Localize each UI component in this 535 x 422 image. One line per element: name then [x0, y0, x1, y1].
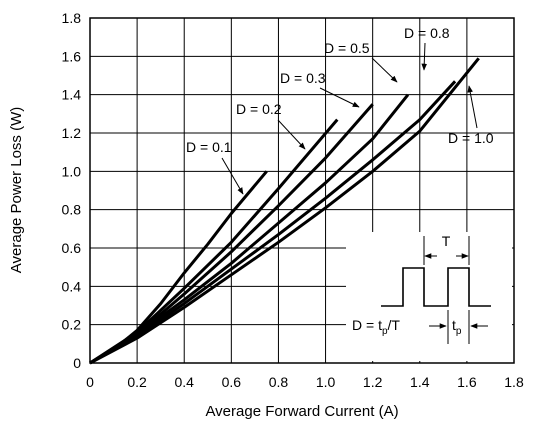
- inset-background: [346, 232, 512, 361]
- y-tick-label-1: 0.2: [62, 317, 82, 333]
- x-tick-label-0: 0: [86, 374, 94, 390]
- x-tick-label-6: 1.2: [363, 374, 383, 390]
- x-tick-label-4: 0.8: [269, 374, 289, 390]
- period-label: T: [442, 233, 451, 249]
- y-tick-label-9: 1.8: [62, 10, 82, 26]
- x-tick-label-5: 1.0: [316, 374, 336, 390]
- y-tick-label-8: 1.6: [62, 48, 82, 64]
- y-tick-label-2: 0.4: [62, 278, 82, 294]
- arrow-d-0-2: [277, 119, 306, 150]
- curve-annotations: D = 0.1 D = 0.2 D = 0.3 D = 0.5 D = 0.8 …: [186, 25, 494, 195]
- y-tick-label-3: 0.6: [62, 240, 82, 256]
- duty-formula: D = tp/T: [352, 317, 400, 337]
- arrow-d-0-1: [221, 157, 244, 195]
- pulse-inset: T D = tp/T tp: [346, 232, 512, 361]
- x-tick-label-8: 1.6: [457, 374, 477, 390]
- plot-frame: [89, 17, 515, 364]
- series-line-d-10: [89, 57, 480, 365]
- series-line-d-02: [89, 118, 339, 365]
- y-tick-label-0: 0: [73, 355, 81, 371]
- x-tick-label-2: 0.4: [174, 374, 194, 390]
- x-tick-label-1: 0.2: [127, 374, 147, 390]
- x-tick-label-7: 1.4: [410, 374, 430, 390]
- y-axis-label: Average Power Loss (W): [8, 107, 25, 273]
- arrow-d-0-5: [371, 57, 398, 83]
- label-d-0-8: D = 0.8: [404, 25, 450, 41]
- pulse-waveform: [381, 267, 491, 307]
- pulse-width-label: tp: [452, 317, 462, 337]
- label-d-0-1: D = 0.1: [186, 139, 232, 155]
- x-tick-label-9: 1.8: [504, 374, 524, 390]
- series-line-d-05: [89, 93, 410, 365]
- label-d-0-3: D = 0.3: [280, 70, 326, 86]
- y-tick-label-6: 1.2: [62, 125, 82, 141]
- y-tick-label-5: 1.0: [62, 163, 82, 179]
- y-tick-label-4: 0.8: [62, 202, 82, 218]
- label-d-1-0: D = 1.0: [448, 130, 494, 146]
- tick-labels: 0 0.2 0.4 0.6 0.8 1.0 1.2 1.4 1.6 1.8 0 0.2 0.4 0.6 0.…: [62, 10, 524, 390]
- x-tick-label-3: 0.6: [222, 374, 242, 390]
- series-line-d-08: [89, 80, 457, 365]
- y-tick-label-7: 1.4: [62, 87, 82, 103]
- arrow-d-0-8: [421, 42, 428, 71]
- arrow-d-1-0: [467, 85, 478, 129]
- series-group: [89, 57, 480, 365]
- arrow-d-0-3: [319, 87, 360, 108]
- x-axis-label: Average Forward Current (A): [205, 403, 398, 420]
- label-d-0-2: D = 0.2: [236, 101, 282, 117]
- label-d-0-5: D = 0.5: [324, 40, 370, 56]
